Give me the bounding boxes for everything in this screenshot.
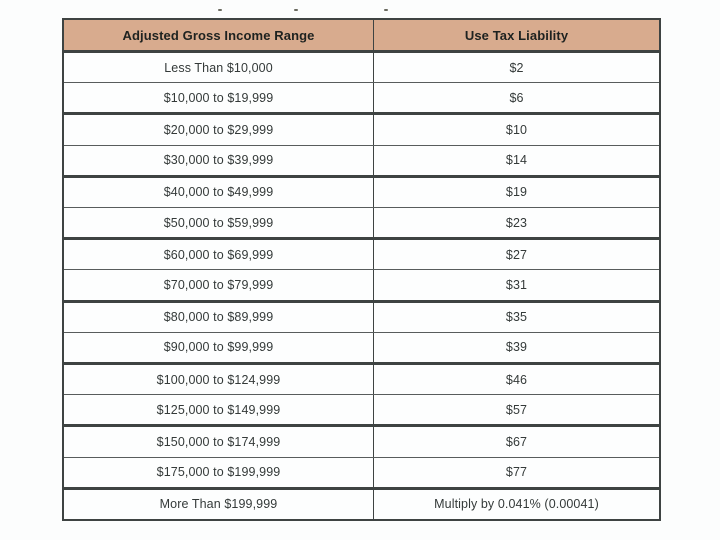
tax-liability-cell: $2 xyxy=(509,60,524,75)
table-row: $50,000 to $59,999 $23 xyxy=(64,207,659,238)
income-range-cell: $60,000 to $69,999 xyxy=(64,240,374,270)
use-tax-liability-table: Adjusted Gross Income Range Use Tax Liab… xyxy=(62,18,661,521)
table-row: $10,000 to $19,999 $6 xyxy=(64,82,659,113)
tax-liability-cell: Multiply by 0.041% (0.00041) xyxy=(434,497,599,512)
tax-liability-cell: $10 xyxy=(505,123,528,137)
table-row: $90,000 to $99,999 $39 xyxy=(64,331,659,363)
tax-liability-cell: $31 xyxy=(505,278,528,293)
table-row: More Than $199,999 Multiply by 0.041% (0… xyxy=(64,486,659,520)
tax-liability-cell: $57 xyxy=(505,402,528,417)
tax-liability-cell: $77 xyxy=(505,465,528,480)
income-range-cell: $20,000 to $29,999 xyxy=(64,115,374,145)
income-range-cell: $10,000 to $19,999 xyxy=(64,83,374,113)
table-row: $150,000 to $174,999 $67 xyxy=(64,424,659,457)
cropped-text-artifact xyxy=(218,9,222,11)
cropped-text-artifact xyxy=(294,9,298,11)
table-row: $175,000 to $199,999 $77 xyxy=(64,456,659,487)
tax-liability-cell: $27 xyxy=(505,247,528,262)
income-range-cell: $30,000 to $39,999 xyxy=(64,145,374,175)
tax-liability-cell: $46 xyxy=(505,372,528,387)
income-range-cell: $125,000 to $149,999 xyxy=(64,395,374,425)
table-header-row: Adjusted Gross Income Range Use Tax Liab… xyxy=(64,20,659,53)
income-range-cell: $100,000 to $124,999 xyxy=(64,365,374,395)
tax-liability-cell: $6 xyxy=(509,90,524,105)
tax-liability-cell: $14 xyxy=(505,153,528,168)
table-row: $20,000 to $29,999 $10 xyxy=(64,112,659,145)
income-range-cell: $70,000 to $79,999 xyxy=(64,270,374,300)
income-range-cell: $80,000 to $89,999 xyxy=(64,302,374,332)
column-header-tax-liability: Use Tax Liability xyxy=(464,27,569,43)
table-row: $80,000 to $89,999 $35 xyxy=(64,299,659,332)
table-body: Less Than $10,000 $2 $10,000 to $19,999 … xyxy=(64,53,659,520)
tax-liability-cell: $19 xyxy=(505,185,528,200)
income-range-cell: $50,000 to $59,999 xyxy=(64,208,374,238)
income-range-cell: $40,000 to $49,999 xyxy=(64,177,374,208)
tax-liability-cell: $35 xyxy=(505,310,528,325)
tax-liability-cell: $23 xyxy=(505,215,528,230)
table-row: $60,000 to $69,999 $27 xyxy=(64,237,659,270)
column-header-income-range: Adjusted Gross Income Range xyxy=(64,20,374,50)
table-row: $125,000 to $149,999 $57 xyxy=(64,394,659,425)
income-range-cell: $175,000 to $199,999 xyxy=(64,457,374,487)
tax-liability-cell: $39 xyxy=(505,340,528,355)
table-row: $70,000 to $79,999 $31 xyxy=(64,269,659,300)
income-range-cell: More Than $199,999 xyxy=(64,489,374,520)
table-row: $100,000 to $124,999 $46 xyxy=(64,362,659,395)
table-row: Less Than $10,000 $2 xyxy=(64,53,659,83)
table-row: $40,000 to $49,999 $19 xyxy=(64,174,659,208)
income-range-cell: $150,000 to $174,999 xyxy=(64,427,374,457)
income-range-cell: Less Than $10,000 xyxy=(64,53,374,83)
income-range-cell: $90,000 to $99,999 xyxy=(64,332,374,363)
tax-liability-cell: $67 xyxy=(505,435,528,450)
cropped-text-artifact xyxy=(384,9,388,11)
table-row: $30,000 to $39,999 $14 xyxy=(64,144,659,175)
